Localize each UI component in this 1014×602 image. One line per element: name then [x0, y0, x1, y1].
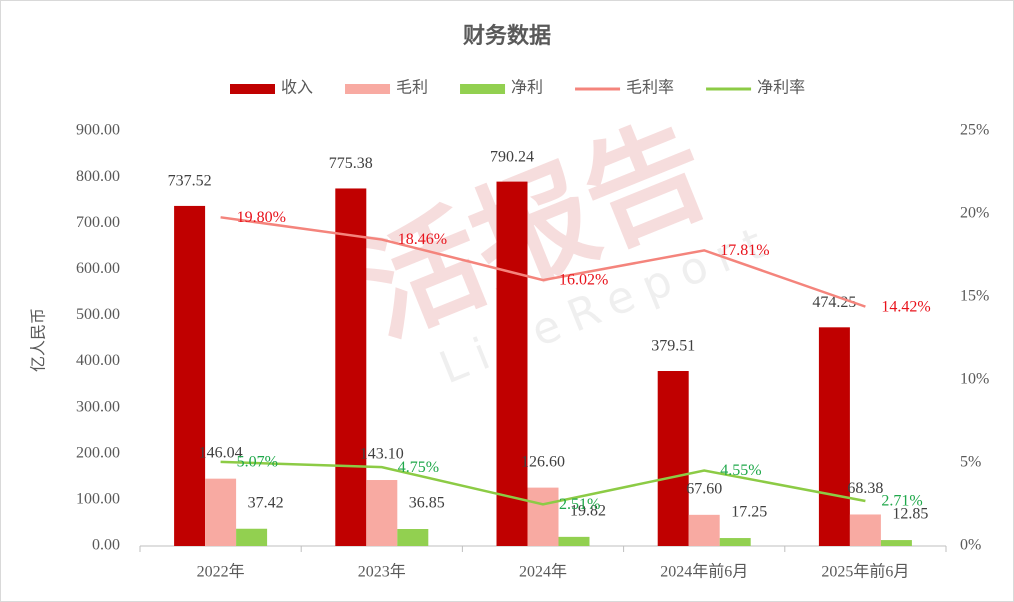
y2-tick-label: 25% — [960, 122, 989, 139]
data-label: 379.51 — [651, 338, 695, 355]
y-tick-label: 300.00 — [76, 398, 120, 415]
x-tick-label: 2022年 — [197, 563, 245, 581]
data-label: 5.07% — [237, 454, 278, 471]
bar — [335, 188, 367, 546]
bar — [688, 514, 720, 546]
y-tick-label: 200.00 — [76, 444, 120, 461]
y-tick-label: 100.00 — [76, 491, 120, 508]
data-label: 146.04 — [199, 444, 243, 461]
data-label: 474.25 — [812, 294, 856, 311]
y-tick-label: 600.00 — [76, 260, 120, 277]
y2-tick-label: 15% — [960, 288, 989, 305]
y2-tick-label: 5% — [960, 454, 981, 471]
x-tick-label: 2024年前6月 — [660, 563, 748, 581]
legend-label: 收入 — [281, 79, 313, 97]
bar — [397, 529, 429, 546]
bar — [818, 327, 850, 546]
data-label: 775.38 — [329, 155, 373, 172]
legend-label: 净利 — [511, 79, 543, 97]
y2-tick-label: 20% — [960, 205, 989, 222]
legend-swatch — [230, 84, 275, 94]
bar — [657, 371, 689, 546]
bar — [558, 536, 590, 546]
line — [220, 460, 866, 506]
data-label: 36.85 — [409, 495, 445, 512]
y-tick-label: 700.00 — [76, 214, 120, 231]
data-label: 19.82 — [570, 503, 606, 520]
y-tick-label: 0.00 — [92, 537, 120, 554]
x-tick-label: 2023年 — [358, 563, 406, 581]
bar — [719, 538, 751, 546]
line — [220, 216, 866, 308]
legend-label: 毛利率 — [626, 79, 674, 97]
data-label: 16.02% — [559, 272, 608, 289]
data-label: 737.52 — [168, 173, 212, 190]
y2-tick-label: 0% — [960, 537, 981, 554]
data-label: 12.85 — [892, 506, 928, 523]
legend-swatch — [345, 84, 391, 94]
data-label: 19.80% — [237, 209, 286, 226]
y-tick-label: 500.00 — [76, 306, 120, 323]
data-label: 68.38 — [847, 480, 883, 497]
y2-tick-label: 10% — [960, 371, 989, 388]
data-label: 126.60 — [521, 453, 565, 470]
bar — [236, 528, 268, 546]
data-label: 18.46% — [398, 231, 447, 248]
data-label: 2.51% — [559, 496, 600, 513]
data-label: 790.24 — [490, 148, 534, 165]
legend-label: 毛利 — [396, 79, 428, 97]
chart-title: 财务数据 — [463, 23, 551, 48]
y-tick-label: 800.00 — [76, 168, 120, 185]
x-tick-label: 2024年 — [519, 563, 567, 581]
bar — [849, 514, 881, 546]
bar — [527, 487, 559, 546]
bar — [496, 181, 528, 546]
y-tick-label: 900.00 — [76, 122, 120, 139]
data-label: 67.60 — [686, 481, 722, 498]
x-tick-label: 2025年前6月 — [821, 563, 909, 581]
data-label: 37.42 — [248, 494, 284, 511]
legend-swatch — [460, 84, 506, 94]
bar — [880, 540, 912, 546]
data-label: 4.55% — [720, 462, 761, 479]
y-axis-title: 亿人民币 — [30, 308, 48, 372]
bar — [205, 478, 237, 546]
data-label: 17.81% — [720, 242, 769, 259]
data-label: 17.25 — [731, 504, 767, 521]
data-label: 4.75% — [398, 459, 439, 476]
bar — [174, 205, 206, 546]
bar — [366, 480, 398, 546]
y-tick-label: 400.00 — [76, 352, 120, 369]
legend-label: 净利率 — [757, 79, 805, 97]
data-label: 143.10 — [360, 446, 404, 463]
data-label: 2.71% — [881, 493, 922, 510]
data-label: 14.42% — [881, 298, 930, 315]
